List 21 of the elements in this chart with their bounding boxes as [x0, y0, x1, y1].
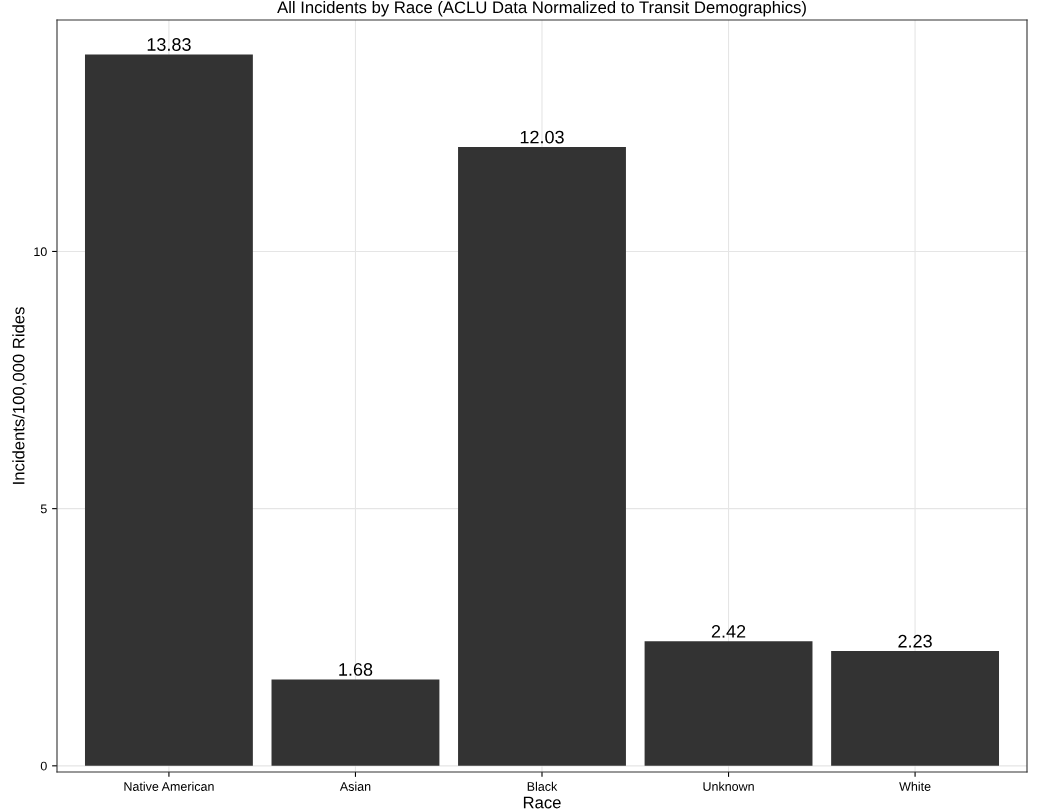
data-label: 13.83: [147, 38, 191, 51]
y-tick-label: 0: [40, 761, 47, 771]
bar: [458, 147, 626, 766]
y-axis-title: Incidents/100,000 Rides: [12, 307, 27, 484]
y-tick-label: 5: [40, 504, 47, 514]
x-axis-title: Race: [523, 796, 561, 809]
y-tick-label: 10: [34, 247, 47, 257]
x-tick-label: White: [899, 781, 931, 791]
data-label: 2.42: [711, 625, 746, 638]
data-label: 12.03: [520, 130, 564, 144]
x-tick-label: Unknown: [703, 781, 754, 791]
data-label: 1.68: [339, 663, 373, 676]
bar: [831, 651, 1000, 766]
chart-title: All Incidents by Race (ACLU Data Normalized to Transit Demographics): [277, 0, 806, 17]
bar: [84, 54, 253, 766]
bar: [644, 641, 813, 766]
x-tick-label: Native American: [124, 781, 214, 791]
x-tick-label: Black: [527, 781, 558, 791]
data-label: 2.23: [898, 634, 932, 648]
x-tick-label: Asian: [339, 781, 371, 791]
bar: [271, 679, 440, 766]
